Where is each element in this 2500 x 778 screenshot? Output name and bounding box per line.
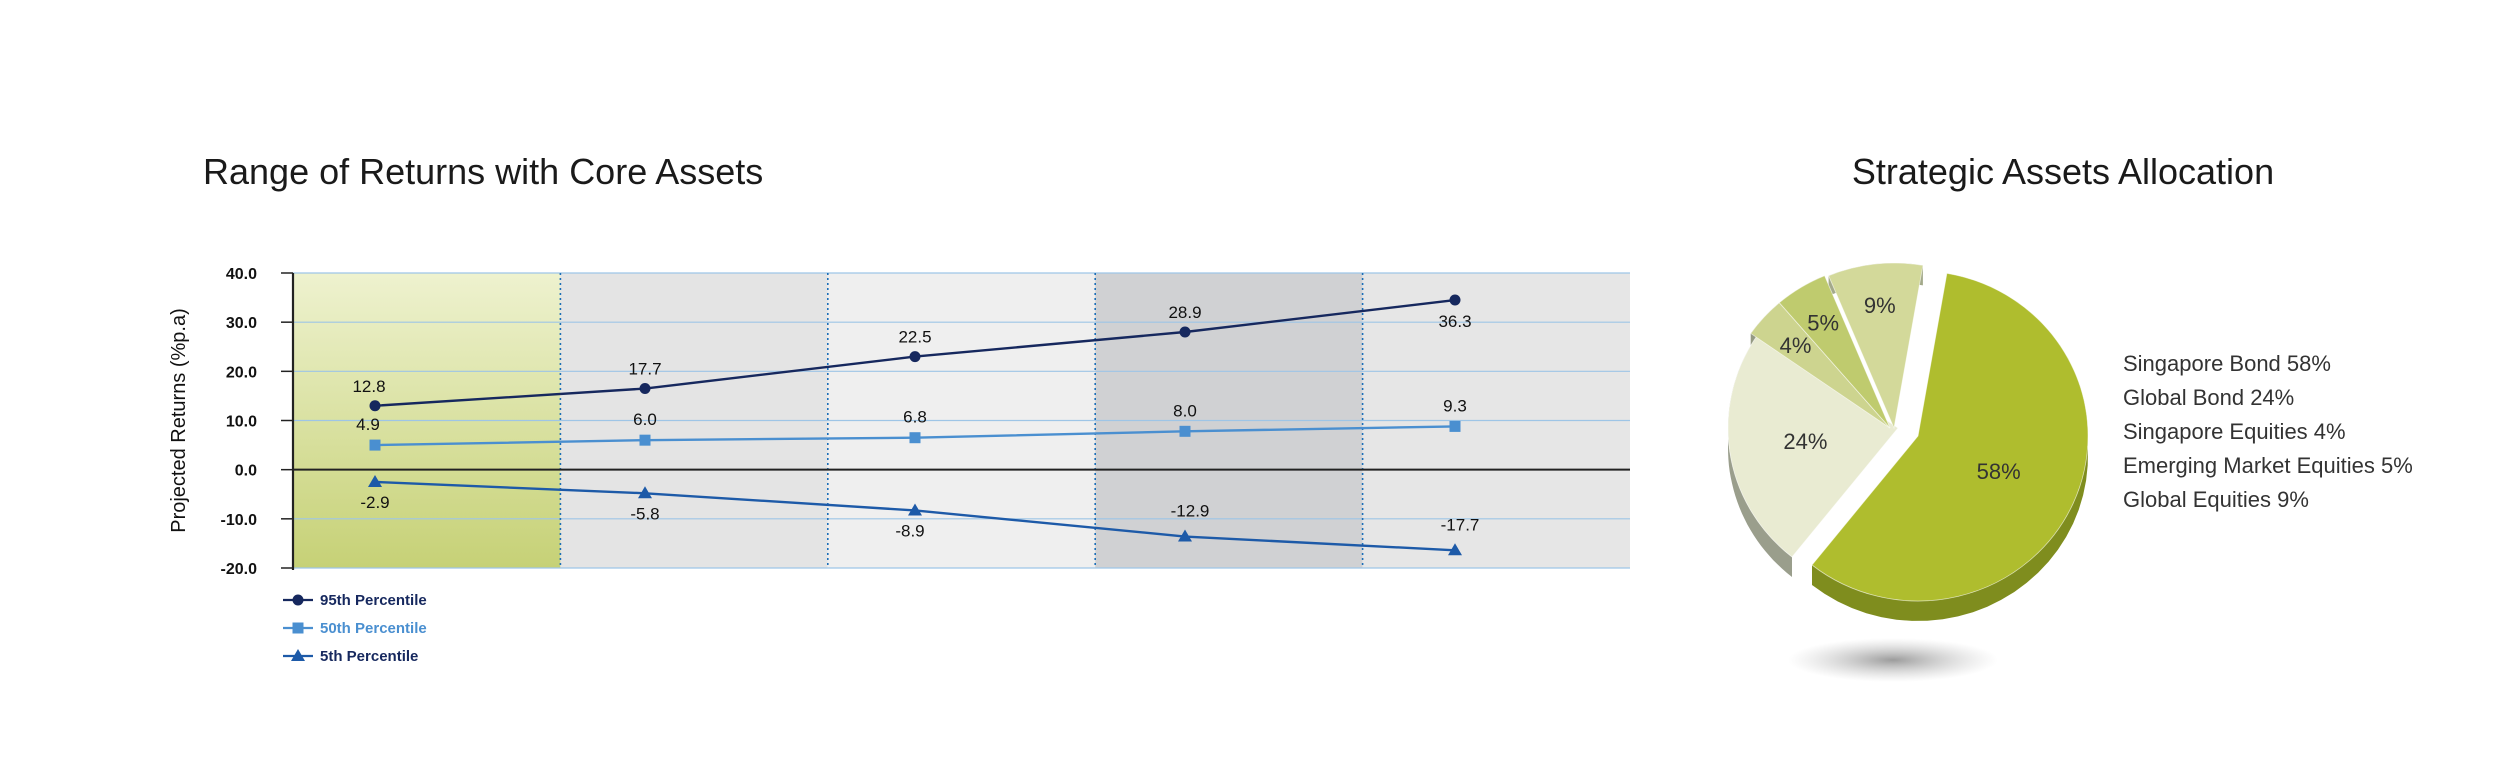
legend-label: 95th Percentile [320,592,427,609]
data-point [1179,425,1191,437]
data-point [908,503,922,516]
y-tick-label: -20.0 [221,561,258,578]
column-dividers [559,273,1364,568]
pie-legend: Singapore Bond 58% Global Bond 24% Singapo… [2123,351,2413,512]
data-point [1448,543,1462,556]
pie-legend-item-emerging-market-equities: Emerging Market Equities 5% [2123,453,2413,478]
pie-body [1727,262,2089,621]
data-point [1179,326,1191,338]
data-label: -17.7 [1441,515,1480,534]
legend-item-95th-percentile: 95th Percentile [283,592,427,609]
data-label: 6.0 [633,410,657,429]
series-95th-percentile: 12.8 17.7 22.5 28.9 36.3 [352,294,1472,412]
pie-shadow [1788,638,1998,682]
legend-item-50th-percentile: 50th Percentile [283,620,427,637]
legend-item-5th-percentile: 5th Percentile [283,648,418,665]
data-label: -2.9 [360,493,389,512]
y-tick-label: -10.0 [221,512,258,529]
pie-slice-side-singapore-bond [1812,273,2088,621]
pie-slice-label: 24% [1783,429,1827,454]
gridlines [293,272,1630,569]
line-legend: 95th Percentile 50th Percentile 5th Percen… [283,592,427,665]
pie-side-wall [1728,333,1792,577]
data-point [909,432,921,444]
pie-legend-item-global-bond: Global Bond 24% [2123,385,2294,410]
legend-label: 5th Percentile [320,648,418,665]
pie-chart: Strategic Assets Allocation 58% 24% 4%5% 9%… [1727,151,2413,682]
data-label: 8.0 [1173,401,1197,420]
pie-chart-title: Strategic Assets Allocation [1852,151,2274,192]
data-label: 36.3 [1438,312,1471,331]
y-axis-label: Projected Returns (%p.a) [168,308,190,533]
y-tick-label: 0.0 [235,463,257,480]
series-5th-percentile: -2.9 -5.8 -8.9 -12.9 -17.7 [360,474,1480,556]
pie-slice-global-equities [1828,262,1924,430]
pie-slice-side-global-bond [1728,333,1792,577]
data-point [1449,420,1461,432]
legend-marker [291,649,305,661]
y-tick-label: 30.0 [226,315,257,332]
y-tick-labels: 40.0 30.0 20.0 10.0 0.0 -10.0 -20.0 [221,266,293,578]
pie-slice-emerging-market-equities [1778,275,1891,429]
data-label: -12.9 [1171,502,1210,521]
pie-slice-label: 4% [1780,333,1812,358]
pie-slice-global-bond [1727,332,1899,558]
data-point [369,439,381,451]
legend-label: 50th Percentile [320,620,427,637]
pie-slice-label: 9% [1864,293,1896,318]
pie-legend-item-singapore-equities: Singapore Equities 4% [2123,419,2346,444]
legend-marker [292,622,304,634]
pie-slice-label: 58% [1977,459,2021,484]
data-label: 22.5 [898,328,931,347]
legend-marker [292,594,304,606]
data-label: -5.8 [630,504,659,523]
line-chart-title: Range of Returns with Core Assets [203,151,763,192]
data-label: -8.9 [895,521,924,540]
data-point [368,474,382,487]
y-tick-label: 20.0 [226,364,257,381]
pie-legend-item-global-equities: Global Equities 9% [2123,487,2309,512]
data-point [1449,294,1461,306]
data-point [369,400,381,412]
line-chart: Range of Returns with Core Assets 40.0 30… [168,151,1630,665]
data-point [639,383,651,395]
pie-side-wall [1812,273,2088,621]
data-label: 4.9 [356,415,380,434]
data-label: 17.7 [628,360,661,379]
data-label: 28.9 [1168,303,1201,322]
data-label: 9.3 [1443,396,1467,415]
data-label: 12.8 [352,377,385,396]
y-tick-label: 40.0 [226,266,257,283]
data-point [638,486,652,499]
pie-legend-item-singapore-bond: Singapore Bond 58% [2123,351,2331,376]
y-tick-label: 10.0 [226,414,257,431]
pie-slice-label: 5% [1807,311,1839,336]
series-group: 12.817.722.528.9 36.34.9 6.0 6.8 8.0 9.3-2.9-… [352,294,1480,556]
data-point [909,351,921,363]
pie-slice-labels: 58% 24% 4%5% 9% [1780,293,2021,484]
pie-slice-singapore-bond [1811,272,2089,602]
data-point [1178,529,1192,542]
series-50th-percentile: 4.9 6.0 6.8 8.0 9.3 [356,396,1467,451]
data-label: 6.8 [903,408,927,427]
data-point [639,434,651,446]
